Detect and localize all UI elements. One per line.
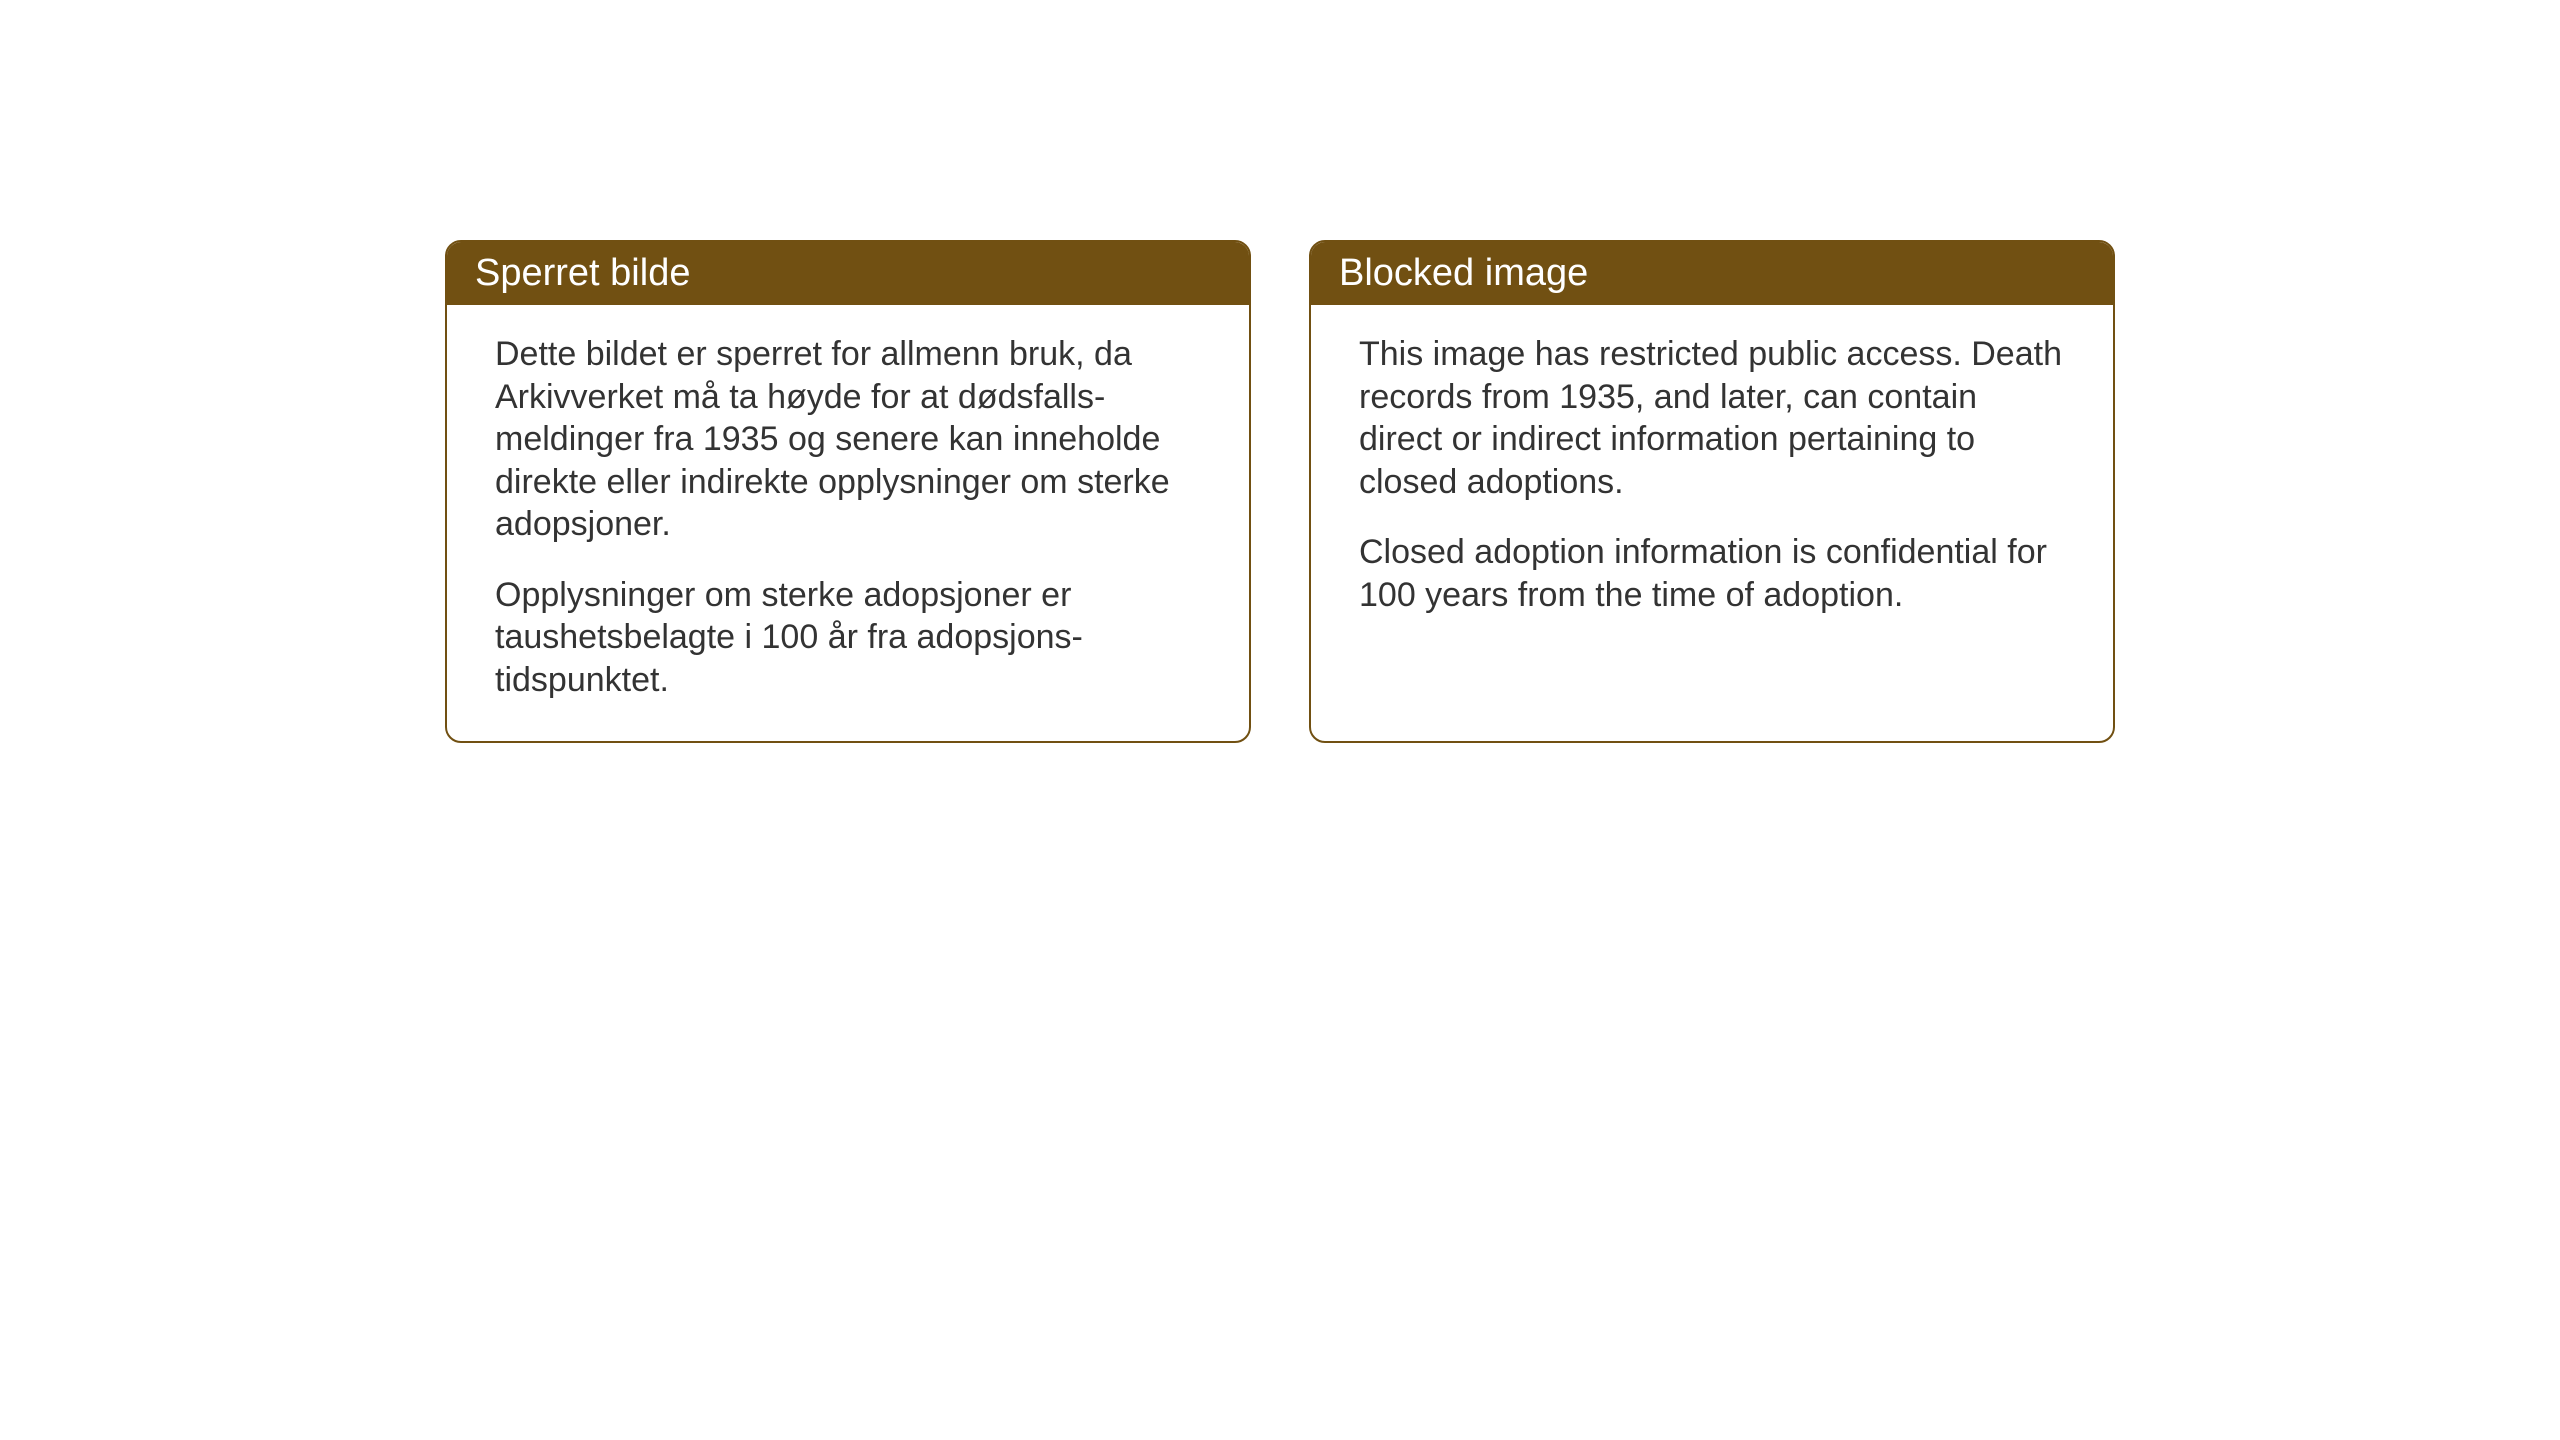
norwegian-card-title: Sperret bilde [475,252,690,294]
english-card-header: Blocked image [1311,242,2113,305]
norwegian-paragraph-1: Dette bildet er sperret for allmenn bruk… [495,333,1201,546]
english-paragraph-2: Closed adoption information is confident… [1359,531,2065,616]
english-paragraph-1: This image has restricted public access.… [1359,333,2065,503]
norwegian-card-body: Dette bildet er sperret for allmenn bruk… [447,305,1249,741]
norwegian-card-header: Sperret bilde [447,242,1249,305]
english-card-title: Blocked image [1339,252,1588,294]
english-card: Blocked image This image has restricted … [1309,240,2115,743]
norwegian-card: Sperret bilde Dette bildet er sperret fo… [445,240,1251,743]
notice-container: Sperret bilde Dette bildet er sperret fo… [445,240,2115,743]
english-card-body: This image has restricted public access.… [1311,305,2113,656]
norwegian-paragraph-2: Opplysninger om sterke adopsjoner er tau… [495,574,1201,702]
